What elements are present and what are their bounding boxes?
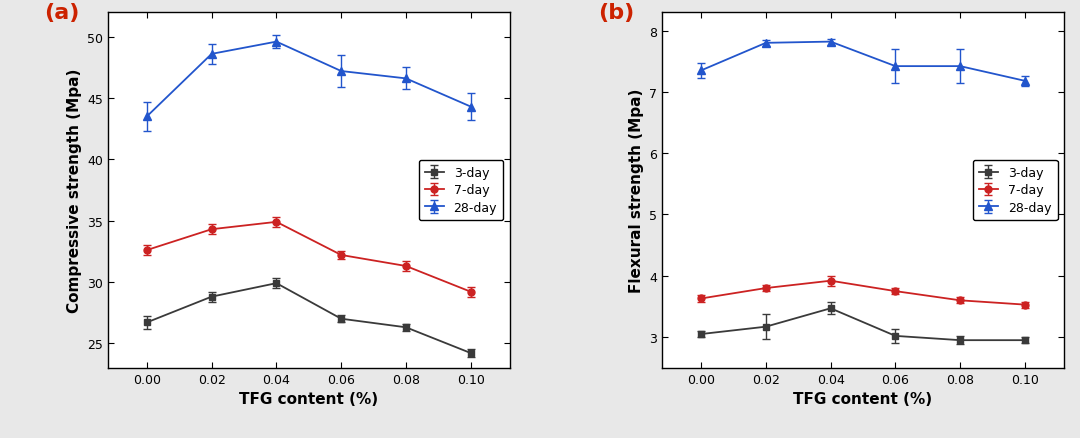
Legend: 3-day, 7-day, 28-day: 3-day, 7-day, 28-day bbox=[973, 160, 1057, 221]
Text: (b): (b) bbox=[598, 3, 634, 22]
X-axis label: TFG content (%): TFG content (%) bbox=[240, 391, 378, 406]
Legend: 3-day, 7-day, 28-day: 3-day, 7-day, 28-day bbox=[419, 160, 503, 221]
Y-axis label: Compressive strength (Mpa): Compressive strength (Mpa) bbox=[67, 69, 82, 312]
Y-axis label: Flexural strength (Mpa): Flexural strength (Mpa) bbox=[629, 88, 644, 293]
Text: (a): (a) bbox=[44, 3, 79, 22]
X-axis label: TFG content (%): TFG content (%) bbox=[794, 391, 932, 406]
